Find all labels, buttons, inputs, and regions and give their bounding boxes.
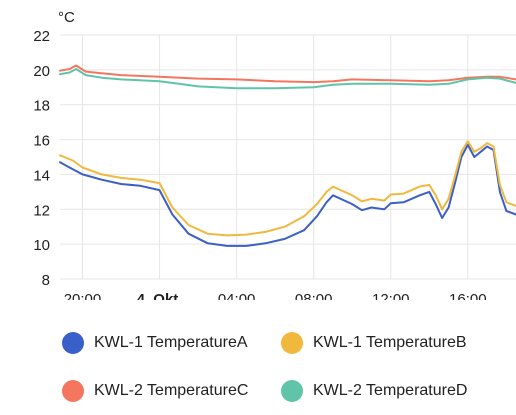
y-axis-tick-labels: 8 10 12 14 16 18 20 22: [33, 28, 50, 289]
y-unit-label: °C: [58, 9, 75, 26]
legend-item-kwl2-temperature-d[interactable]: KWL-2 TemperatureD: [281, 376, 467, 406]
legend-dot-kwl1-temperature-a: [62, 332, 84, 354]
x-tick-label-0: 20:00: [64, 291, 102, 300]
legend-label-kwl1-temperature-a: KWL-1 TemperatureA: [94, 334, 248, 351]
x-axis-tick-labels: 20:00 4. Okt. 04:00 08:00 12:00 16:00: [64, 291, 487, 300]
series-lines: [59, 64, 516, 247]
x-tick-label-5: 16:00: [449, 291, 487, 300]
legend-item-kwl1-temperature-a[interactable]: KWL-1 TemperatureA: [62, 328, 248, 358]
legend-dot-kwl2-temperature-c: [62, 380, 84, 402]
y-tick-label-12: 12: [33, 202, 50, 219]
y-tick-label-10: 10: [33, 237, 50, 254]
x-tick-label-3: 08:00: [295, 291, 333, 300]
series-line-1: [59, 140, 516, 237]
legend-item-kwl2-temperature-c[interactable]: KWL-2 TemperatureC: [62, 376, 248, 406]
series-line-2: [59, 64, 516, 84]
legend-label-kwl1-temperature-b: KWL-1 TemperatureB: [313, 334, 467, 351]
y-tick-label-8: 8: [42, 272, 50, 289]
x-tick-label-2: 04:00: [218, 291, 256, 300]
legend-dot-kwl1-temperature-b: [281, 332, 303, 354]
legend-dot-kwl2-temperature-d: [281, 380, 303, 402]
legend-label-kwl2-temperature-c: KWL-2 TemperatureC: [94, 382, 249, 399]
legend: KWL-1 TemperatureA KWL-1 TemperatureB KW…: [0, 318, 516, 415]
grid-lines: [60, 34, 516, 280]
x-tick-label-4: 12:00: [372, 291, 410, 300]
y-tick-label-14: 14: [33, 167, 50, 184]
y-tick-label-20: 20: [33, 63, 50, 80]
series-line-0: [59, 143, 516, 247]
temperature-line-chart: °C 8 10 12 14 16 18 20 22 20:00 4. Okt. 04:00 08:0…: [33, 9, 516, 300]
legend-item-kwl1-temperature-b[interactable]: KWL-1 TemperatureB: [281, 328, 467, 358]
legend-label-kwl2-temperature-d: KWL-2 TemperatureD: [313, 382, 468, 399]
series-line-3: [59, 68, 516, 90]
y-tick-label-18: 18: [33, 98, 50, 115]
y-tick-label-22: 22: [33, 28, 50, 45]
y-tick-label-16: 16: [33, 133, 50, 150]
x-tick-label-1: 4. Okt.: [137, 291, 183, 300]
